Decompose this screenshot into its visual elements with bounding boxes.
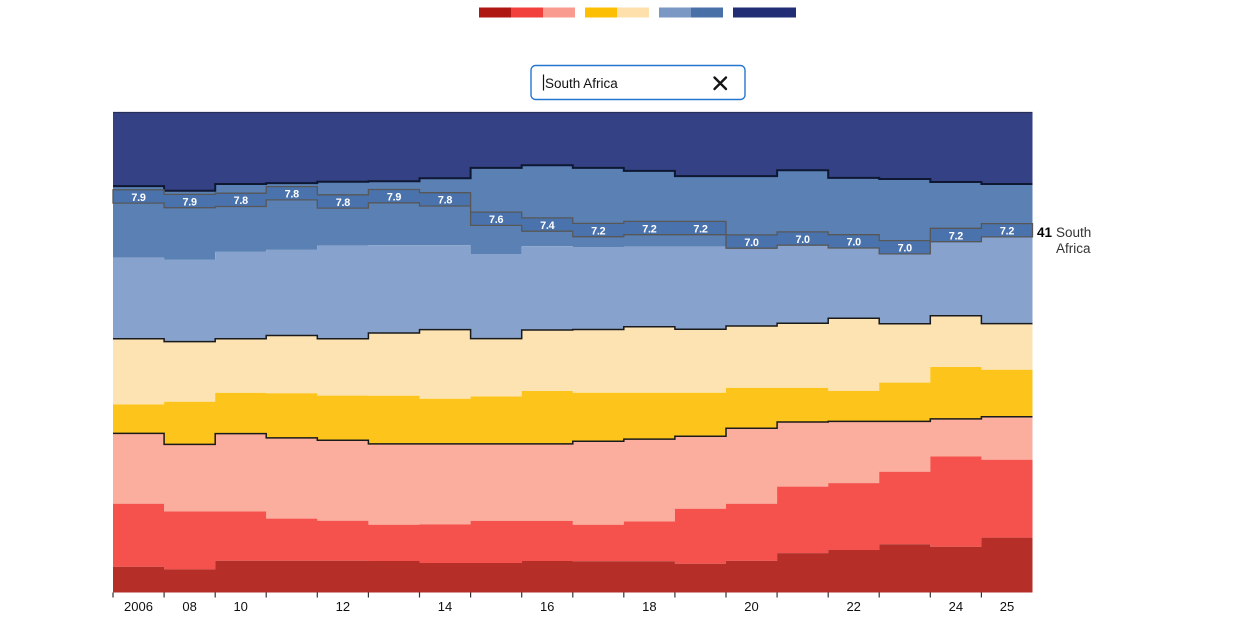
svg-text:12: 12 [336,599,350,614]
svg-text:7.2: 7.2 [642,223,657,235]
svg-text:7.0: 7.0 [744,237,759,249]
svg-text:South Africa: South Africa [545,76,618,91]
svg-text:7.0: 7.0 [898,243,913,255]
svg-text:7.9: 7.9 [182,196,197,208]
svg-text:20: 20 [744,599,758,614]
svg-text:7.9: 7.9 [131,192,146,204]
svg-text:24: 24 [949,599,963,614]
svg-text:14: 14 [438,599,452,614]
svg-text:7.4: 7.4 [540,220,555,232]
svg-text:7.8: 7.8 [285,189,300,201]
svg-text:7.2: 7.2 [693,223,708,235]
svg-text:South: South [1056,225,1091,240]
svg-text:7.8: 7.8 [234,195,249,207]
svg-text:7.2: 7.2 [949,230,964,242]
svg-text:7.2: 7.2 [1000,226,1015,238]
svg-text:7.0: 7.0 [795,234,810,246]
svg-text:7.6: 7.6 [489,214,504,226]
svg-text:08: 08 [182,599,196,614]
svg-text:22: 22 [846,599,860,614]
svg-text:25: 25 [1000,599,1014,614]
svg-text:16: 16 [540,599,554,614]
svg-text:7.0: 7.0 [847,237,862,249]
svg-text:7.2: 7.2 [591,225,606,237]
svg-text:Africa: Africa [1056,241,1091,256]
svg-text:7.8: 7.8 [438,195,453,207]
svg-text:10: 10 [233,599,247,614]
svg-text:2006: 2006 [124,599,153,614]
svg-text:7.9: 7.9 [387,192,402,204]
svg-text:18: 18 [642,599,656,614]
svg-text:7.8: 7.8 [336,197,351,209]
svg-text:41: 41 [1037,225,1053,240]
